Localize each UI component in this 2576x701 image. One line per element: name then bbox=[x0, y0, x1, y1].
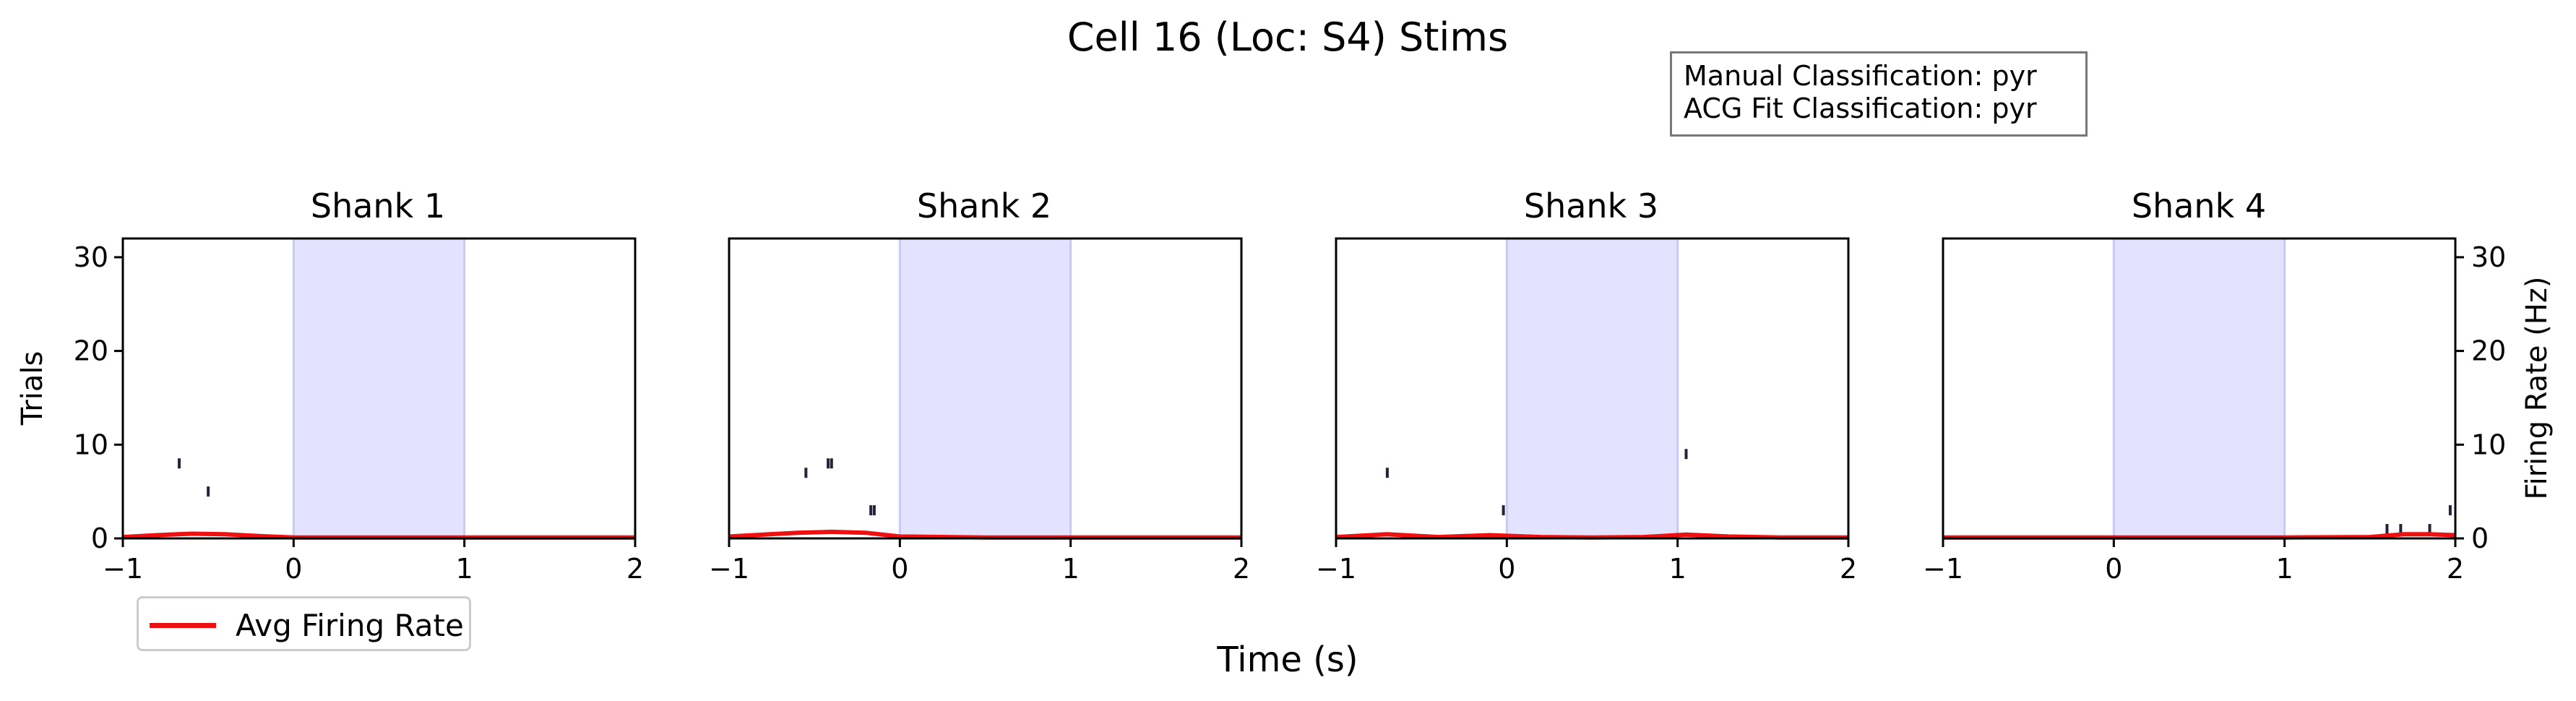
panel-title: Shank 4 bbox=[2132, 186, 2266, 225]
y-tick-label: 20 bbox=[74, 335, 108, 367]
x-tick-label: 0 bbox=[891, 553, 908, 585]
stim-window bbox=[898, 237, 1072, 540]
x-tick-label: 1 bbox=[456, 553, 473, 585]
figure-title: Cell 16 (Loc: S4) Stims bbox=[1067, 14, 1508, 60]
panel-title: Shank 3 bbox=[1524, 186, 1658, 225]
x-tick-label: 2 bbox=[626, 553, 644, 585]
stim-window bbox=[2112, 237, 2286, 540]
x-tick-label: 0 bbox=[285, 553, 302, 585]
stim-window bbox=[1505, 237, 1679, 540]
x-tick-label: 2 bbox=[1840, 553, 1857, 585]
legend-line-swatch bbox=[150, 623, 216, 628]
stim-window bbox=[292, 237, 466, 540]
x-tick-label: −1 bbox=[103, 553, 143, 585]
classification-box: Manual Classification: pyr ACG Fit Class… bbox=[1670, 51, 2088, 137]
axes-frame bbox=[1942, 237, 2457, 540]
y-tick-label: 30 bbox=[2471, 241, 2506, 273]
axes-frame bbox=[728, 237, 1243, 540]
x-tick-label: −1 bbox=[1316, 553, 1356, 585]
y-axis-label-trials: Trials bbox=[16, 351, 49, 426]
y-tick-label: 0 bbox=[91, 522, 108, 554]
panel-shank-2: Shank 2 −1 0 1 2 bbox=[709, 186, 1250, 585]
y-axis-label-firing-rate: Firing Rate (Hz) bbox=[2520, 277, 2554, 500]
panel-title: Shank 2 bbox=[917, 186, 1051, 225]
acg-fit-classification: ACG Fit Classification: pyr bbox=[1684, 93, 2037, 124]
panel-shank-3: Shank 3 −1 0 1 2 bbox=[1316, 186, 1857, 585]
x-axis-label: Time (s) bbox=[1216, 640, 1358, 680]
y-tick-label: 0 bbox=[2471, 522, 2489, 554]
x-tick-label: −1 bbox=[1923, 553, 1963, 585]
legend-label: Avg Firing Rate bbox=[236, 608, 464, 643]
legend: Avg Firing Rate bbox=[137, 596, 471, 651]
y-tick-label: 10 bbox=[74, 429, 108, 460]
axes-frame bbox=[121, 237, 637, 540]
manual-classification: Manual Classification: pyr bbox=[1684, 60, 2037, 92]
x-tick-label: −1 bbox=[709, 553, 749, 585]
axes-frame bbox=[1335, 237, 1850, 540]
x-tick-label: 2 bbox=[1233, 553, 1250, 585]
y-tick-label: 20 bbox=[2471, 335, 2506, 367]
panel-title: Shank 1 bbox=[311, 186, 445, 225]
y-tick-label: 10 bbox=[2471, 429, 2506, 460]
x-tick-label: 1 bbox=[1062, 553, 1080, 585]
x-tick-label: 1 bbox=[1669, 553, 1687, 585]
y-tick-label: 30 bbox=[74, 241, 108, 273]
x-tick-label: 2 bbox=[2447, 553, 2464, 585]
x-tick-label: 0 bbox=[1498, 553, 1515, 585]
x-tick-label: 0 bbox=[2105, 553, 2122, 585]
x-tick-label: 1 bbox=[2276, 553, 2293, 585]
